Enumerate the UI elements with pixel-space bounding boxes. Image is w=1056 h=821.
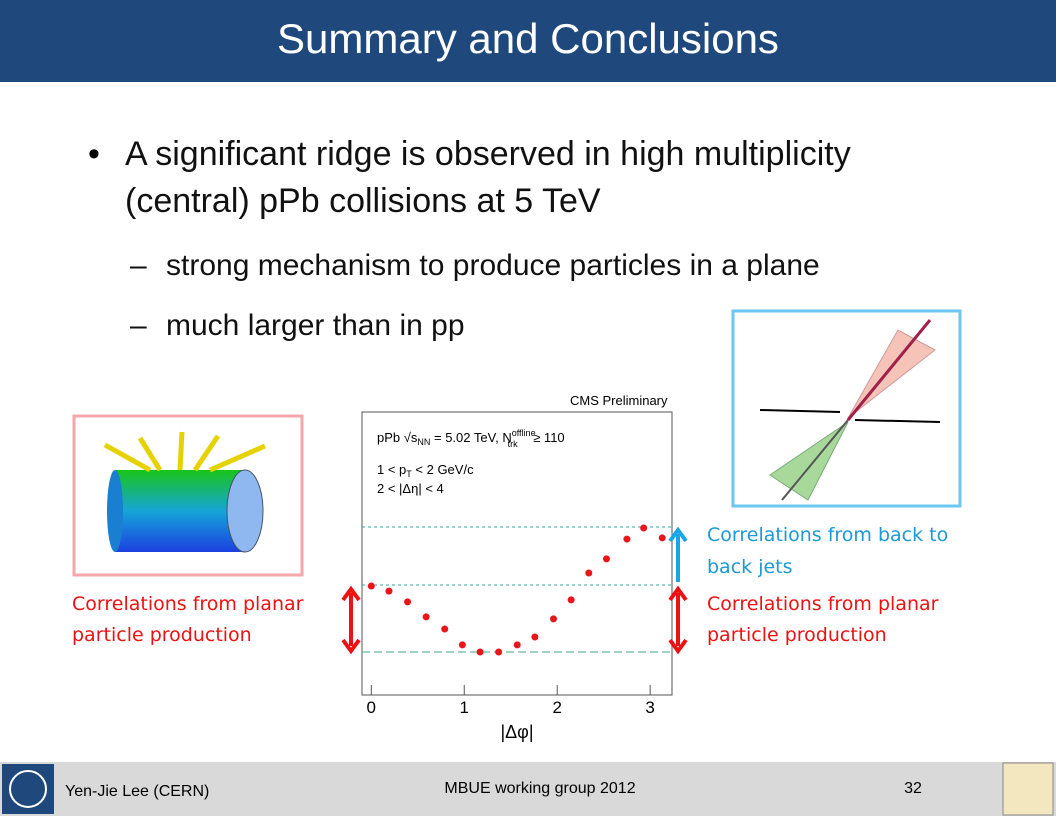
footer-event: MBUE working group 2012 <box>444 780 635 797</box>
x-tick-label: 2 <box>552 698 561 717</box>
title: Summary and Conclusions <box>277 15 779 62</box>
annotation: Correlations from back to <box>707 524 948 546</box>
annotation: Correlations from planar <box>707 593 939 615</box>
data-point <box>531 633 539 641</box>
data-point <box>476 648 484 656</box>
plot-legend: 1 < pT < 2 GeV/c <box>377 462 474 479</box>
data-point <box>513 641 521 649</box>
data-point <box>623 535 631 543</box>
sub-bullet: strong mechanism to produce particles in… <box>166 249 820 282</box>
bullet-text: (central) pPb collisions at 5 TeV <box>125 182 601 220</box>
data-point <box>567 596 575 604</box>
sub-bullet: much larger than in pp <box>166 309 465 342</box>
footer-bar <box>0 762 1056 816</box>
data-point <box>495 648 503 656</box>
x-tick-label: 0 <box>367 698 376 717</box>
data-point <box>602 555 610 563</box>
cern-logo-ring <box>9 770 47 808</box>
annotation: particle production <box>72 624 252 646</box>
dash: – <box>130 249 147 282</box>
data-point <box>404 598 412 606</box>
data-point <box>385 587 393 595</box>
annotation: particle production <box>707 624 887 646</box>
page-number: 32 <box>904 780 922 797</box>
header-bar <box>0 0 1056 82</box>
data-point <box>458 641 466 649</box>
data-point <box>422 613 430 621</box>
data-point <box>367 582 375 590</box>
bullet-text: A significant ridge is observed in high … <box>125 135 851 173</box>
x-tick-label: 1 <box>460 698 469 717</box>
plot-legend: 2 < |Δη| < 4 <box>377 481 444 496</box>
planar-image <box>72 414 304 577</box>
data-point <box>640 524 648 532</box>
annotation: back jets <box>707 556 793 578</box>
annotation: Correlations from planar <box>72 593 304 615</box>
guide-lines <box>362 526 672 653</box>
footer-author: Yen-Jie Lee (CERN) <box>65 783 209 800</box>
data-point <box>441 625 449 633</box>
plot-frame <box>361 411 673 696</box>
x-tick-label: 3 <box>645 698 654 717</box>
arrows <box>341 526 688 655</box>
jets-image <box>731 309 962 508</box>
plot-legend: pPb √sNN = 5.02 TeV, Noffline trk ≥ 110 <box>377 428 565 449</box>
data-point <box>658 534 666 542</box>
plot-title: CMS Preliminary <box>570 393 668 408</box>
x-axis-label: |Δφ| <box>500 722 533 742</box>
dash: – <box>130 309 147 342</box>
data-point <box>549 615 557 623</box>
bullet: • <box>88 135 100 173</box>
cms-logo <box>1002 762 1054 816</box>
data-point <box>585 569 593 577</box>
